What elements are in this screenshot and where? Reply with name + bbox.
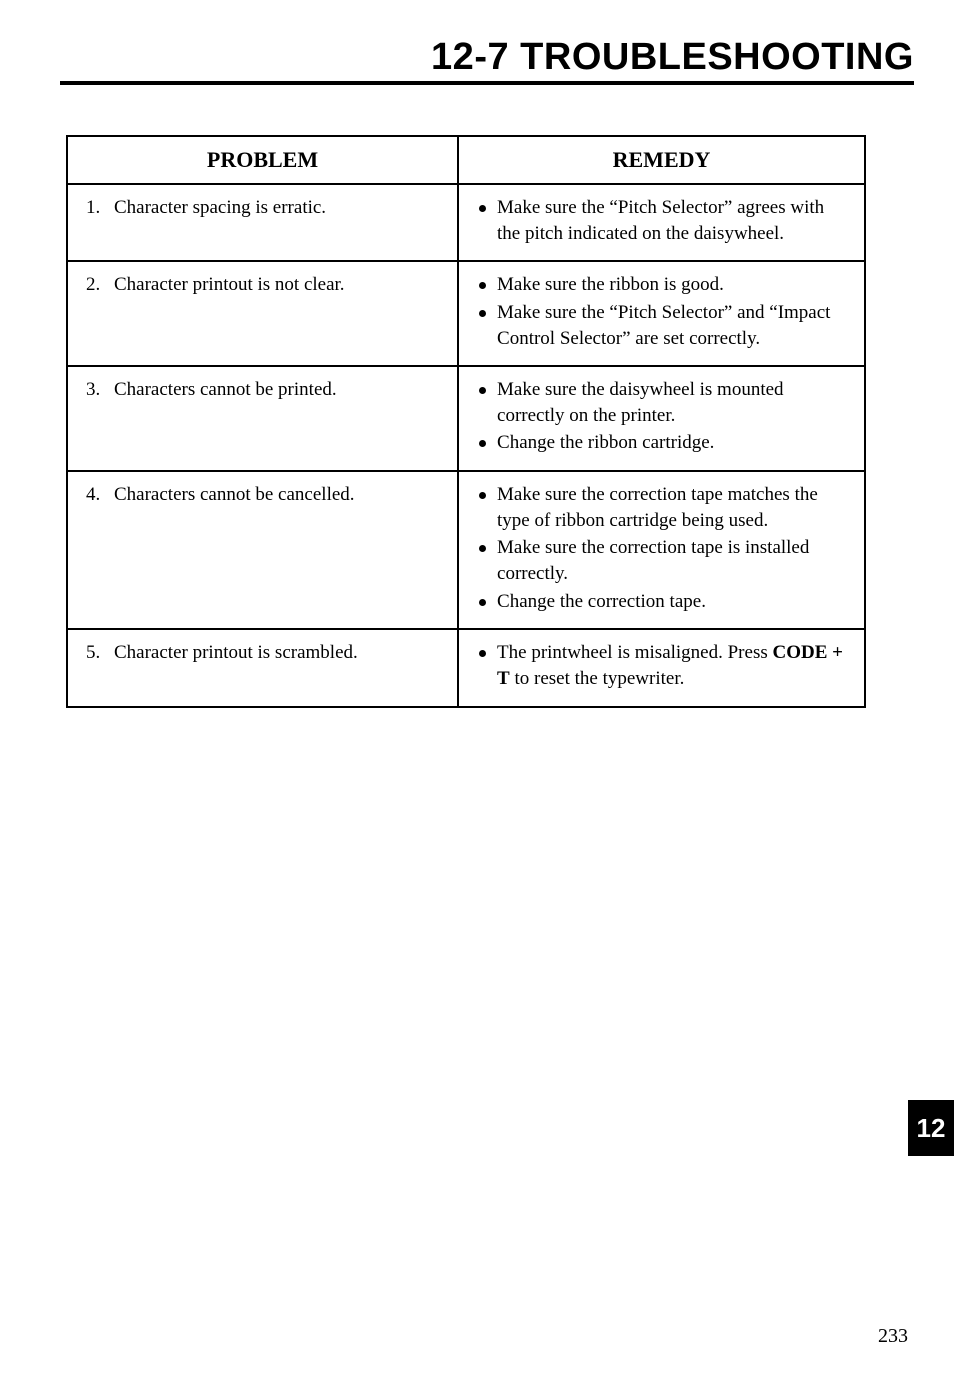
remedy-item: Make sure the “Pitch Selector” agrees wi… (479, 195, 852, 246)
problem-text: Character spacing is erratic. (114, 195, 445, 221)
remedy-list: Make sure the “Pitch Selector” agrees wi… (479, 195, 852, 246)
problem-cell: 4.Characters cannot be cancelled. (67, 471, 458, 629)
remedy-text: to reset the typewriter. (510, 668, 685, 689)
page: 12-7 TROUBLESHOOTING PROBLEM REMEDY 1.Ch… (0, 0, 954, 1376)
remedy-text: Make sure the “Pitch Selector” agrees wi… (497, 197, 824, 244)
troubleshooting-table: PROBLEM REMEDY 1.Character spacing is er… (66, 135, 866, 708)
remedy-text: The printwheel is misaligned. Press (497, 642, 772, 663)
remedy-text: Make sure the “Pitch Selector” and “Impa… (497, 302, 830, 349)
table-row: 5.Character printout is scrambled. The pr… (67, 629, 865, 706)
table-row: 1.Character spacing is erratic. Make sure… (67, 184, 865, 261)
remedy-item: Make sure the daisywheel is mounted corr… (479, 377, 852, 428)
col-header-remedy: REMEDY (458, 136, 865, 184)
remedy-text: Change the correction tape. (497, 591, 706, 612)
problem-text: Character printout is not clear. (114, 272, 445, 298)
remedy-item: Make sure the correction tape is install… (479, 535, 852, 586)
remedy-list: Make sure the correction tape matches th… (479, 482, 852, 614)
problem-number: 3. (86, 377, 114, 403)
problem-cell: 3.Characters cannot be printed. (67, 366, 458, 471)
remedy-item: Make sure the “Pitch Selector” and “Impa… (479, 300, 852, 351)
problem-number: 4. (86, 482, 114, 508)
table-row: 4.Characters cannot be cancelled. Make su… (67, 471, 865, 629)
remedy-item: Make sure the ribbon is good. (479, 272, 852, 298)
table-row: 3.Characters cannot be printed. Make sure… (67, 366, 865, 471)
remedy-text: Change the ribbon cartridge. (497, 432, 714, 453)
remedy-cell: Make sure the correction tape matches th… (458, 471, 865, 629)
remedy-item: Change the ribbon cartridge. (479, 430, 852, 456)
title-bar: 12-7 TROUBLESHOOTING (60, 36, 914, 85)
page-number: 233 (878, 1325, 908, 1348)
problem-number: 5. (86, 640, 114, 666)
page-title: 12-7 TROUBLESHOOTING (431, 36, 914, 78)
problem-number: 2. (86, 272, 114, 298)
chapter-tab: 12 (908, 1100, 954, 1156)
remedy-cell: The printwheel is misaligned. Press CODE… (458, 629, 865, 706)
problem-text: Characters cannot be printed. (114, 377, 445, 403)
problem-number: 1. (86, 195, 114, 221)
table-header-row: PROBLEM REMEDY (67, 136, 865, 184)
remedy-cell: Make sure the ribbon is good. Make sure t… (458, 261, 865, 366)
problem-cell: 2.Character printout is not clear. (67, 261, 458, 366)
remedy-list: Make sure the ribbon is good. Make sure t… (479, 272, 852, 351)
table-row: 2.Character printout is not clear. Make s… (67, 261, 865, 366)
remedy-text: Make sure the daisywheel is mounted corr… (497, 379, 784, 426)
remedy-item: The printwheel is misaligned. Press CODE… (479, 640, 852, 691)
problem-cell: 1.Character spacing is erratic. (67, 184, 458, 261)
remedy-text: Make sure the ribbon is good. (497, 274, 724, 295)
remedy-text: Make sure the correction tape is install… (497, 537, 809, 584)
problem-cell: 5.Character printout is scrambled. (67, 629, 458, 706)
remedy-text: Make sure the correction tape matches th… (497, 484, 818, 531)
table-body: 1.Character spacing is erratic. Make sure… (67, 184, 865, 707)
problem-text: Characters cannot be cancelled. (114, 482, 445, 508)
problem-text: Character printout is scrambled. (114, 640, 445, 666)
remedy-cell: Make sure the daisywheel is mounted corr… (458, 366, 865, 471)
remedy-cell: Make sure the “Pitch Selector” agrees wi… (458, 184, 865, 261)
col-header-problem: PROBLEM (67, 136, 458, 184)
remedy-item: Change the correction tape. (479, 589, 852, 615)
remedy-item: Make sure the correction tape matches th… (479, 482, 852, 533)
remedy-list: The printwheel is misaligned. Press CODE… (479, 640, 852, 691)
remedy-list: Make sure the daisywheel is mounted corr… (479, 377, 852, 456)
